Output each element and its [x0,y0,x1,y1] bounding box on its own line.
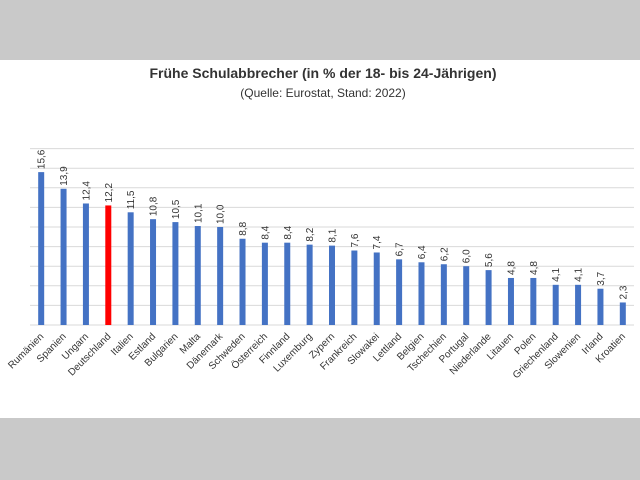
bar-23 [552,284,559,325]
chart-title: Frühe Schulabbrecher (in % der 18- bis 2… [150,65,497,81]
value-label: 4,8 [506,261,517,275]
value-label: 12,2 [104,183,115,203]
bar-20 [485,270,492,325]
value-label: 8,4 [260,225,271,239]
value-label: 3,7 [596,271,607,285]
value-label: 15,6 [37,149,48,169]
bar-14 [351,250,358,325]
value-labels: 15,6 13,9 12,4 12,2 11,5 10,8 10,5 10,1 10,0 8,8 8… [37,149,630,299]
value-label: 10,1 [193,203,204,223]
value-label: 8,4 [283,225,294,239]
bar-11 [284,242,291,325]
value-label: 8,2 [305,227,316,241]
value-label: 4,1 [551,267,562,281]
bar-18 [440,264,447,325]
bar-25 [597,288,604,325]
bars [38,172,626,325]
bar-3 [105,205,112,325]
value-label: 2,3 [618,285,629,299]
bar-21 [507,277,514,325]
bar-24 [575,284,582,325]
category-labels: RumänienSpanienUngarnDeutschlandItalienE… [6,331,628,382]
bar-10 [261,242,268,325]
value-label: 11,5 [126,190,137,209]
bar-9 [239,238,246,325]
bar-6 [172,222,179,325]
bar-5 [150,219,157,325]
bar-0 [38,172,45,325]
value-label: 7,6 [350,233,361,247]
bar-15 [373,252,380,325]
value-label: 8,1 [328,228,339,242]
bar-1 [60,188,67,325]
value-label: 4,1 [574,267,585,281]
bar-19 [463,266,470,325]
value-label: 10,0 [216,204,227,224]
value-label: 12,4 [81,181,92,201]
value-label: 10,8 [149,196,160,216]
value-label: 10,5 [171,199,182,219]
value-label: 8,8 [238,221,249,235]
bar-17 [418,262,425,325]
bar-13 [329,245,335,325]
value-label: 5,6 [484,253,495,267]
bar-12 [306,244,313,325]
value-label: 7,4 [372,235,383,249]
bar-26 [619,302,626,325]
bar-4 [127,212,134,325]
value-label: 13,9 [59,166,70,186]
bar-2 [82,203,89,325]
value-label: 6,0 [462,249,473,263]
bar-chart: Frühe Schulabbrecher (in % der 18- bis 2… [6,65,634,382]
bar-22 [530,277,537,325]
value-label: 6,7 [395,242,406,256]
value-label: 6,4 [417,245,428,259]
bar-16 [396,259,403,325]
bar-7 [194,226,201,325]
value-label: 4,8 [529,261,540,275]
value-label: 6,2 [439,247,450,261]
chart-subtitle: (Quelle: Eurostat, Stand: 2022) [240,86,405,100]
bar-8 [217,227,224,325]
chart-frame: Frühe Schulabbrecher (in % der 18- bis 2… [0,60,640,418]
